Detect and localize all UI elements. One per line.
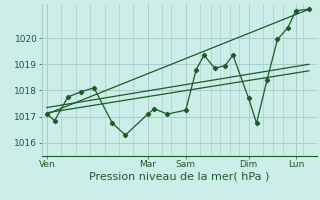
X-axis label: Pression niveau de la mer( hPa ): Pression niveau de la mer( hPa ) xyxy=(89,172,269,182)
